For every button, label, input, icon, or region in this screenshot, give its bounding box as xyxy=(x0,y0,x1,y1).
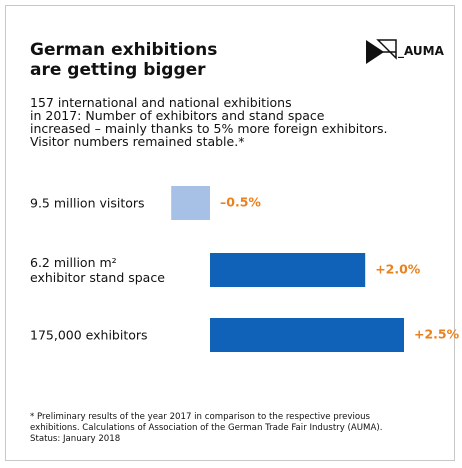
logo: _AUMA xyxy=(398,44,444,58)
value-label: +2.0% xyxy=(375,262,421,277)
bar xyxy=(171,186,210,220)
category-label: 9.5 million visitors xyxy=(30,195,145,211)
value-label: –0.5% xyxy=(220,195,261,210)
category-label: 6.2 million m² exhibitor stand space xyxy=(30,255,165,285)
subtitle: 157 international and national exhibitio… xyxy=(30,95,388,149)
frame xyxy=(5,5,455,461)
title: German exhibitions are getting bigger xyxy=(30,40,218,80)
bar xyxy=(210,253,366,287)
footnote: * Preliminary results of the year 2017 i… xyxy=(30,412,383,444)
logo-icon xyxy=(366,39,397,64)
category-label: 175,000 exhibitors xyxy=(30,327,148,343)
bar xyxy=(210,318,404,352)
value-label: +2.5% xyxy=(414,327,460,342)
